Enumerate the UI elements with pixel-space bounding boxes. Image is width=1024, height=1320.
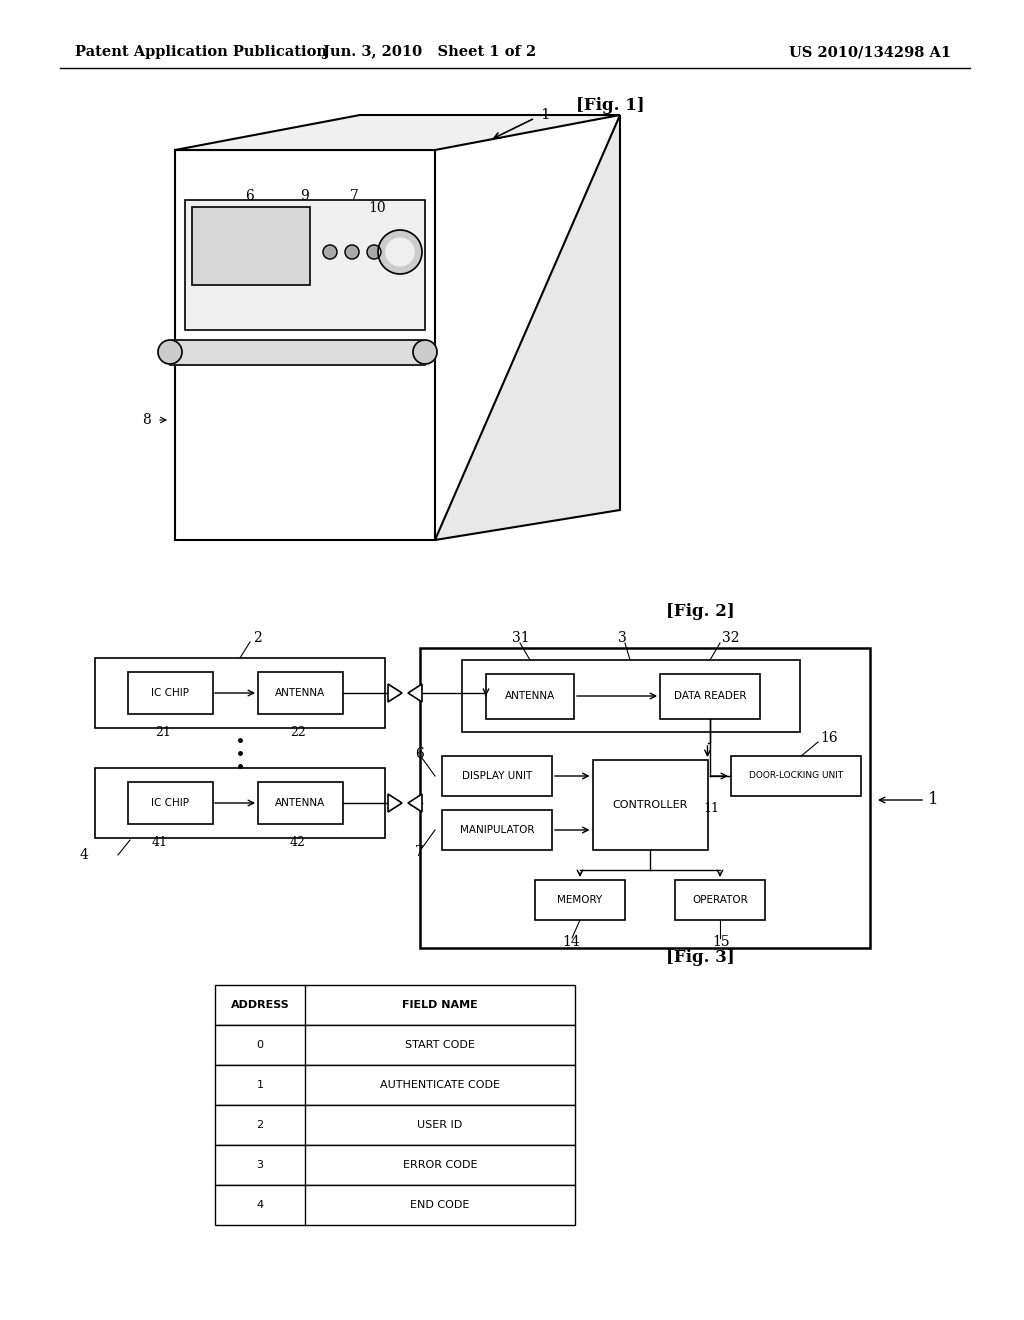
Text: DATA READER: DATA READER: [674, 690, 746, 701]
Text: Jun. 3, 2010   Sheet 1 of 2: Jun. 3, 2010 Sheet 1 of 2: [324, 45, 537, 59]
Text: AUTHENTICATE CODE: AUTHENTICATE CODE: [380, 1080, 500, 1090]
Bar: [215, 1105, 575, 1144]
Text: DISPLAY UNIT: DISPLAY UNIT: [462, 771, 532, 781]
Text: 11: 11: [703, 801, 719, 814]
Text: DOOR-LOCKING UNIT: DOOR-LOCKING UNIT: [749, 771, 843, 780]
Text: 21: 21: [155, 726, 171, 738]
Circle shape: [367, 246, 381, 259]
Text: 15: 15: [712, 935, 730, 949]
Text: [Fig. 2]: [Fig. 2]: [666, 603, 734, 620]
Text: ANTENNA: ANTENNA: [505, 690, 555, 701]
Bar: [128, 672, 213, 714]
Text: 4: 4: [256, 1200, 263, 1210]
Circle shape: [413, 341, 437, 364]
Text: 1: 1: [256, 1080, 263, 1090]
Text: CONTROLLER: CONTROLLER: [612, 800, 688, 810]
Text: FIELD NAME: FIELD NAME: [402, 1001, 478, 1010]
Text: 3: 3: [256, 1160, 263, 1170]
Text: 2: 2: [253, 631, 262, 645]
Circle shape: [378, 230, 422, 275]
Text: START CODE: START CODE: [406, 1040, 475, 1049]
Text: 7: 7: [350, 189, 358, 203]
Text: [Fig. 3]: [Fig. 3]: [666, 949, 734, 966]
Text: 1: 1: [540, 108, 550, 121]
Circle shape: [386, 238, 414, 267]
Text: 7: 7: [415, 845, 424, 859]
Polygon shape: [175, 115, 620, 150]
Text: IC CHIP: IC CHIP: [151, 799, 189, 808]
Bar: [257, 672, 342, 714]
Bar: [442, 756, 552, 796]
Bar: [215, 1065, 575, 1105]
Text: 14: 14: [562, 935, 580, 949]
Polygon shape: [175, 150, 435, 540]
Text: Patent Application Publication: Patent Application Publication: [75, 45, 327, 59]
Text: ADDRESS: ADDRESS: [230, 1001, 290, 1010]
Circle shape: [345, 246, 359, 259]
Polygon shape: [408, 684, 422, 702]
Text: USER ID: USER ID: [418, 1119, 463, 1130]
Bar: [95, 768, 385, 838]
Text: 1: 1: [928, 792, 939, 808]
Text: END CODE: END CODE: [411, 1200, 470, 1210]
Polygon shape: [388, 795, 402, 812]
Bar: [420, 648, 870, 948]
Text: ANTENNA: ANTENNA: [274, 799, 326, 808]
Bar: [128, 781, 213, 824]
Bar: [95, 657, 385, 729]
Text: MEMORY: MEMORY: [557, 895, 603, 906]
Text: US 2010/134298 A1: US 2010/134298 A1: [788, 45, 951, 59]
Bar: [486, 673, 574, 718]
Bar: [170, 341, 425, 366]
Text: 4: 4: [80, 847, 89, 862]
Bar: [442, 810, 552, 850]
Text: 6: 6: [245, 189, 254, 203]
Text: [Fig. 1]: [Fig. 1]: [575, 96, 644, 114]
Bar: [675, 880, 765, 920]
Polygon shape: [408, 795, 422, 812]
Bar: [593, 760, 708, 850]
Text: MANIPULATOR: MANIPULATOR: [460, 825, 535, 836]
Bar: [215, 1026, 575, 1065]
Circle shape: [323, 246, 337, 259]
Text: 6: 6: [415, 747, 424, 762]
Bar: [462, 660, 800, 733]
Bar: [215, 1144, 575, 1185]
Text: 32: 32: [722, 631, 739, 645]
Text: 10: 10: [368, 201, 386, 215]
Circle shape: [158, 341, 182, 364]
Text: 9: 9: [300, 189, 309, 203]
Bar: [185, 201, 425, 330]
Text: 16: 16: [820, 731, 838, 744]
Text: 3: 3: [618, 631, 627, 645]
Bar: [660, 673, 760, 718]
Text: 2: 2: [256, 1119, 263, 1130]
Text: 41: 41: [152, 836, 168, 849]
Text: 42: 42: [290, 836, 306, 849]
Bar: [535, 880, 625, 920]
Text: 0: 0: [256, 1040, 263, 1049]
Text: ANTENNA: ANTENNA: [274, 688, 326, 698]
Bar: [257, 781, 342, 824]
Polygon shape: [388, 684, 402, 702]
Text: 31: 31: [512, 631, 529, 645]
Bar: [193, 207, 310, 285]
Bar: [215, 1185, 575, 1225]
Polygon shape: [435, 115, 620, 540]
Text: IC CHIP: IC CHIP: [151, 688, 189, 698]
Text: 22: 22: [290, 726, 306, 738]
Bar: [215, 985, 575, 1026]
Text: ERROR CODE: ERROR CODE: [402, 1160, 477, 1170]
Text: 8: 8: [142, 413, 151, 426]
Bar: [731, 756, 861, 796]
Text: OPERATOR: OPERATOR: [692, 895, 748, 906]
